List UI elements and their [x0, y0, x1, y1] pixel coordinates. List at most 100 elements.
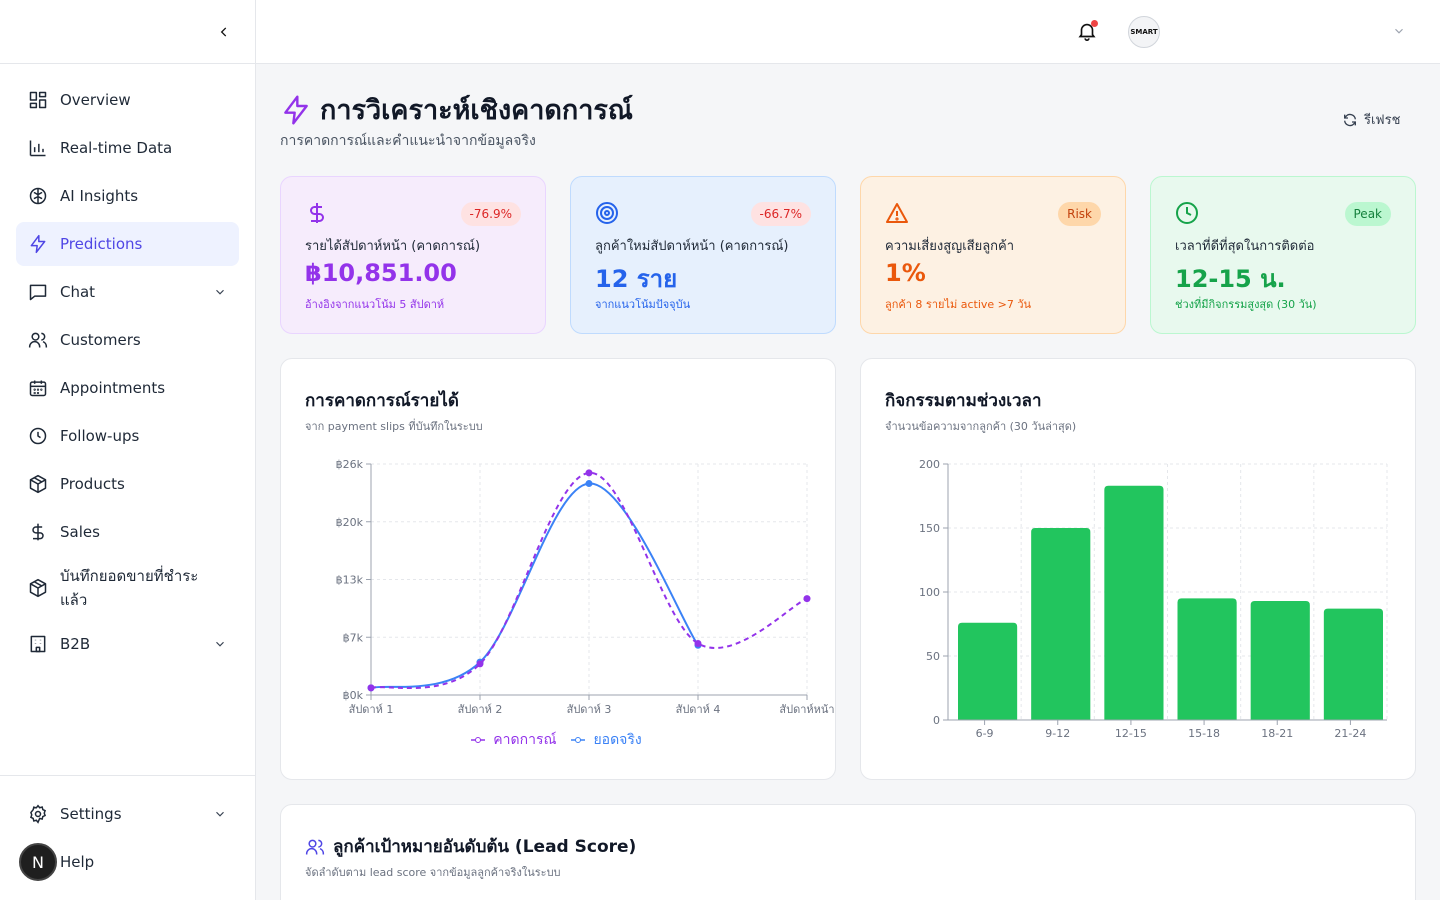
- card-value: 12 ราย: [595, 265, 678, 293]
- x-tick-label: สัปดาห์ 1: [349, 703, 394, 716]
- series-line-actual: [370, 482, 699, 689]
- sidebar-item-5[interactable]: Customers: [16, 318, 239, 362]
- sidebar-item-label: Appointments: [60, 379, 166, 397]
- refresh-button[interactable]: รีเฟรช: [1342, 109, 1400, 130]
- page-title-text: การวิเคราะห์เชิงคาดการณ์: [320, 95, 633, 126]
- users-icon: [305, 839, 325, 854]
- sidebar-item-0[interactable]: Overview: [16, 78, 239, 122]
- data-point: [694, 639, 702, 647]
- x-tick-label: สัปดาห์ 3: [567, 703, 612, 716]
- sidebar-item-8[interactable]: Products: [16, 462, 239, 506]
- sidebar-item-10[interactable]: บันทึกยอดขายที่ชำระแล้ว: [16, 558, 239, 618]
- chevron-left-icon: [220, 27, 227, 37]
- sidebar-item-label: Customers: [60, 331, 141, 349]
- card-note: ช่วงที่มีกิจกรรมสูงสุด (30 วัน): [1175, 298, 1317, 311]
- x-tick-label: สัปดาห์ 4: [676, 703, 721, 716]
- y-tick-label: 150: [919, 522, 940, 535]
- sidebar-item-label: Help: [60, 853, 95, 871]
- data-point: [476, 660, 484, 668]
- user-avatar[interactable]: SMART: [1128, 16, 1160, 48]
- y-tick-label: ฿26k: [336, 458, 364, 471]
- notification-dot: [1091, 20, 1098, 27]
- status-badge: Risk: [1058, 202, 1101, 226]
- panel-title: กิจกรรมตามช่วงเวลา: [885, 391, 1042, 411]
- x-tick-label: 18-21: [1261, 727, 1293, 740]
- chevron-down-icon: [216, 289, 224, 295]
- sidebar-item-1[interactable]: Real-time Data: [16, 126, 239, 170]
- sidebar-item-7[interactable]: Follow-ups: [16, 414, 239, 458]
- notification-button[interactable]: [1076, 20, 1098, 42]
- chart-legend: คาดการณ์ ยอดจริง: [281, 729, 837, 751]
- sidebar-item-label: Overview: [60, 91, 131, 109]
- dollar-icon: [28, 522, 48, 542]
- dollar-icon: [310, 203, 324, 223]
- card-note: อ้างอิงจากแนวโน้ม 5 สัปดาห์: [305, 298, 445, 311]
- data-point: [585, 480, 593, 488]
- y-tick-label: 100: [919, 586, 940, 599]
- sidebar-nav: Overview Real-time Data AI Insights Predict…: [16, 78, 239, 670]
- sidebar-item-label: Settings: [60, 805, 122, 823]
- card-note: จากแนวโน้มปัจจุบัน: [595, 298, 691, 311]
- sidebar-item-label: บันทึกยอดขายที่ชำระแล้ว: [60, 567, 199, 609]
- y-tick-label: ฿7k: [343, 631, 364, 644]
- y-tick-label: 50: [926, 650, 940, 663]
- sidebar-item-11[interactable]: B2B: [16, 622, 239, 666]
- sidebar-item-label: Sales: [60, 523, 100, 541]
- sidebar-item-4[interactable]: Chat: [16, 270, 239, 314]
- y-tick-label: ฿0k: [343, 689, 364, 702]
- card-value: 1%: [885, 259, 926, 287]
- card-label: เวลาที่ดีที่สุดในการติดต่อ: [1175, 239, 1315, 254]
- sidebar-item-label: Follow-ups: [60, 427, 140, 445]
- legend-line-icon: [471, 737, 486, 743]
- panel-title: ลูกค้าเป้าหมายอันดับต้น (Lead Score): [305, 833, 636, 860]
- collapse-sidebar-button[interactable]: [214, 22, 234, 42]
- bar: [1104, 485, 1164, 720]
- panel-subtitle: จาก payment slips ที่บันทึกในระบบ: [305, 420, 483, 433]
- user-avatar-small[interactable]: N: [19, 843, 57, 881]
- x-tick-label: 12-15: [1115, 727, 1147, 740]
- legend-label: คาดการณ์: [493, 732, 557, 748]
- bar: [1250, 600, 1310, 720]
- legend-item-actual[interactable]: ยอดจริง: [571, 729, 646, 751]
- legend-item-forecast[interactable]: คาดการณ์: [471, 729, 561, 751]
- sidebar-item-label: Products: [60, 475, 125, 493]
- sidebar-item-6[interactable]: Appointments: [16, 366, 239, 410]
- sidebar-item-3[interactable]: Predictions: [16, 222, 239, 266]
- bar: [1031, 528, 1091, 720]
- sidebar-item-help[interactable]: Help: [16, 840, 239, 884]
- card-value: ฿10,851.00: [305, 259, 457, 287]
- panel-subtitle: จำนวนข้อความจากลูกค้า (30 วันล่าสุด): [885, 420, 1077, 433]
- target-icon: [596, 202, 618, 224]
- card-value: 12-15 น.: [1175, 265, 1286, 293]
- sidebar-item-2[interactable]: AI Insights: [16, 174, 239, 218]
- zap-icon: [28, 234, 48, 254]
- sidebar-item-9[interactable]: Sales: [16, 510, 239, 554]
- page-subtitle: การคาดการณ์และคำแนะนำจากข้อมูลจริง: [280, 133, 536, 149]
- package-icon: [28, 474, 48, 494]
- legend-label: ยอดจริง: [593, 732, 642, 748]
- clock-icon: [28, 426, 48, 446]
- data-point: [803, 595, 811, 603]
- refresh-icon: [1344, 113, 1356, 126]
- sidebar-item-settings[interactable]: Settings: [16, 792, 239, 836]
- card-note: ลูกค้า 8 รายไม่ active >7 วัน: [885, 298, 1032, 311]
- sidebar-item-label: AI Insights: [60, 187, 139, 205]
- chevron-down-icon[interactable]: [1392, 24, 1406, 38]
- series-line-forecast: [370, 471, 808, 690]
- sidebar: Overview Real-time Data AI Insights Predict…: [0, 0, 256, 900]
- x-tick-label: 21-24: [1334, 727, 1366, 740]
- lead-score-panel: ลูกค้าเป้าหมายอันดับต้น (Lead Score) จัด…: [280, 804, 1416, 900]
- bar: [1323, 608, 1383, 720]
- top-header: SMART: [256, 0, 1440, 64]
- card-label: รายได้สัปดาห์หน้า (คาดการณ์): [305, 239, 481, 254]
- sidebar-item-label: Chat: [60, 283, 96, 301]
- x-tick-label: สัปดาห์ 2: [458, 703, 503, 716]
- stat-card-revenue: -76.9% รายได้สัปดาห์หน้า (คาดการณ์) ฿10,…: [280, 176, 546, 334]
- panel-title-text: ลูกค้าเป้าหมายอันดับต้น (Lead Score): [333, 837, 637, 857]
- building-icon: [28, 634, 48, 654]
- panel-subtitle: จัดลำดับตาม lead score จากข้อมูลลูกค้าจร…: [305, 866, 561, 879]
- status-badge: Peak: [1344, 202, 1391, 226]
- zap-icon: [284, 94, 308, 125]
- refresh-label: รีเฟรช: [1364, 113, 1401, 128]
- users-icon: [28, 330, 48, 350]
